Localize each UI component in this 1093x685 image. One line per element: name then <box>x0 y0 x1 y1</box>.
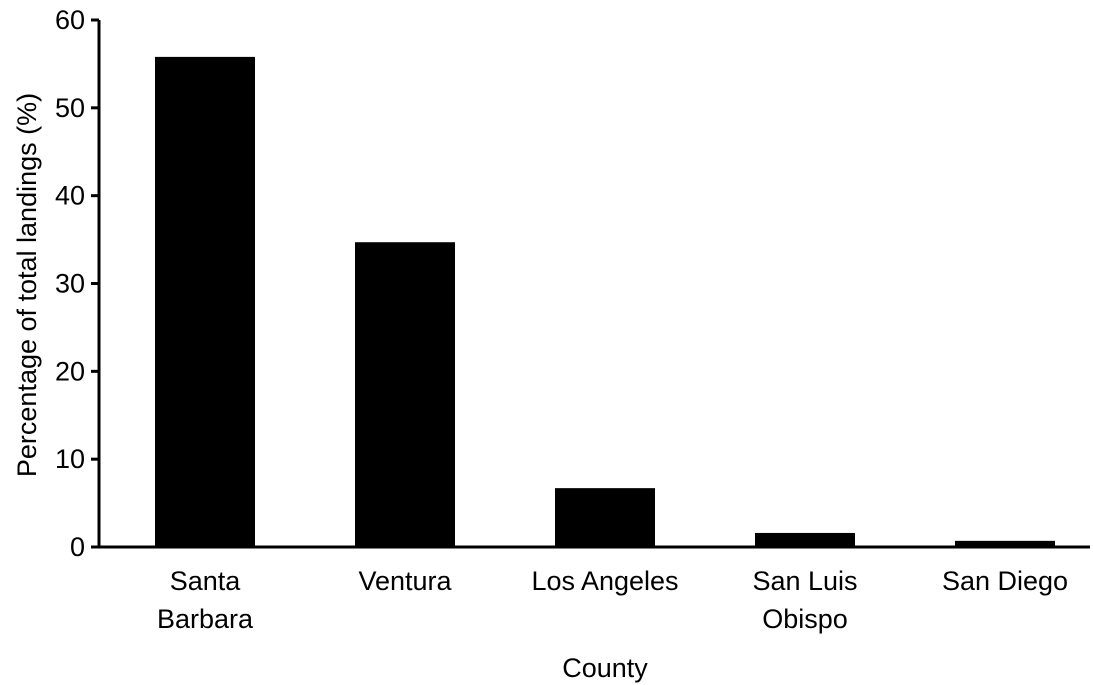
x-tick-label: Los Angeles <box>531 566 678 596</box>
y-tick-label: 40 <box>55 181 85 211</box>
x-tick-label: Ventura <box>358 566 452 596</box>
y-tick-label: 30 <box>55 269 85 299</box>
y-tick-label: 10 <box>55 444 85 474</box>
x-tick-label: San Luis Obispo <box>752 566 857 634</box>
x-axis-tick-labels: Santa Barbara Ventura Los Angeles San Luis Ob… <box>157 566 1068 634</box>
bar <box>355 242 455 548</box>
bar <box>155 56 255 547</box>
y-tick-label: 20 <box>55 356 85 386</box>
bars <box>155 56 1055 548</box>
y-tick-label: 50 <box>55 93 85 123</box>
x-axis-title: County <box>562 653 648 683</box>
bar <box>755 532 855 547</box>
y-axis-ticks: 0 10 20 30 40 50 60 <box>55 5 99 562</box>
y-tick-label: 60 <box>55 5 85 35</box>
x-tick-label: Santa Barbara <box>157 566 254 634</box>
x-tick-label: San Diego <box>942 566 1068 596</box>
bar <box>955 540 1055 547</box>
y-tick-label: 0 <box>70 532 85 562</box>
bar <box>555 488 655 547</box>
y-axis-title: Percentage of total landings (%) <box>12 93 42 477</box>
